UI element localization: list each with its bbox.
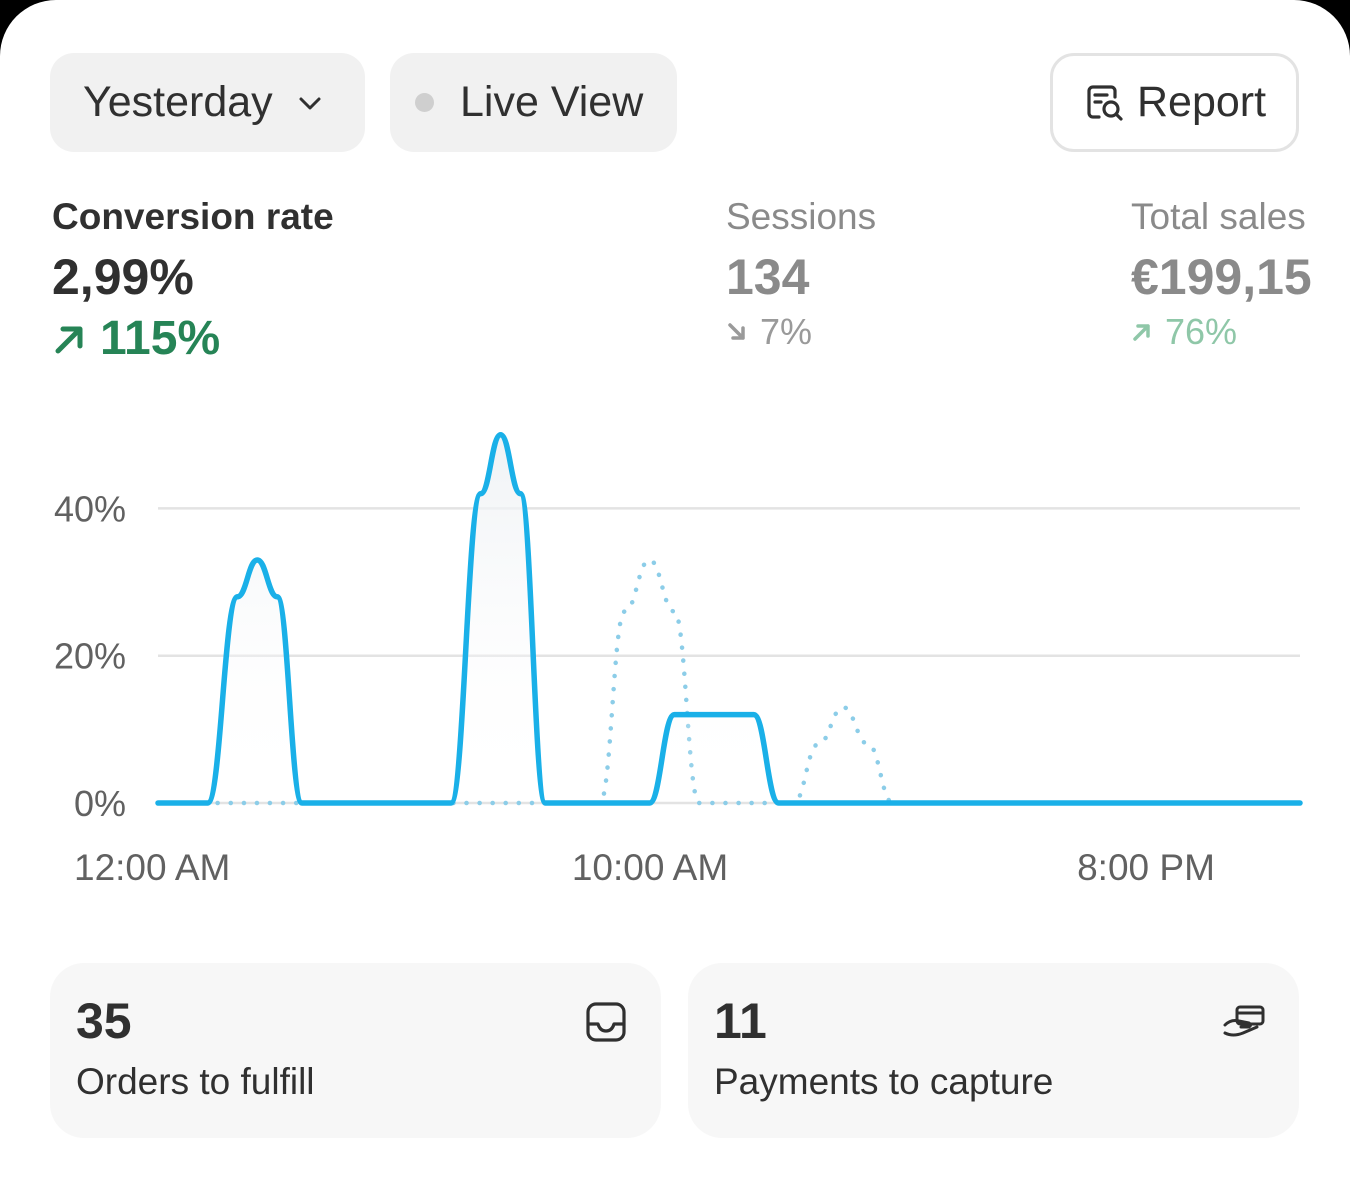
conversion-rate-metric[interactable]: Conversion rate 2,99% 115% [52,195,334,366]
inbox-icon [586,1002,626,1042]
metric-change-value: 76% [1165,311,1238,352]
metric-value: 134 [726,249,810,305]
metric-change: 115% [52,311,334,366]
sessions-metric[interactable]: Sessions 134 7% [726,195,876,353]
conversion-rate-chart: 0% 20% 40% 12:00 AM 10:00 AM 8:00 PM [54,431,1303,888]
live-status-dot-icon [415,93,434,112]
report-label: Report [1137,78,1267,126]
tile-count: 11 [714,993,767,1049]
total-sales-metric[interactable]: Total sales €199,15 76% [1131,195,1312,353]
y-tick-label: 40% [54,488,126,529]
y-tick-label: 20% [54,636,126,677]
orders-to-fulfill-tile[interactable]: 35 Orders to fulfill [50,963,661,1138]
arrow-up-right-icon [55,326,83,353]
metric-change-value: 115% [100,312,221,365]
arrow-down-right-icon [728,323,745,340]
live-view-label: Live View [460,78,644,126]
payments-to-capture-tile[interactable]: 11 Payments to capture [688,963,1299,1138]
x-tick-label: 8:00 PM [1077,847,1215,888]
metric-label: Conversion rate [52,196,334,237]
tile-label: Orders to fulfill [76,1061,315,1102]
y-tick-label: 0% [74,783,126,824]
date-range-dropdown[interactable]: Yesterday [50,53,365,152]
x-tick-label: 12:00 AM [74,847,230,888]
x-tick-label: 10:00 AM [572,847,728,888]
live-view-button[interactable]: Live View [390,53,677,152]
report-button[interactable]: Report [1050,53,1299,152]
report-search-icon [1085,83,1125,123]
metric-label: Total sales [1131,196,1306,237]
comparison-series-line [215,557,896,806]
metric-value: 2,99% [52,249,194,305]
hand-card-icon [1223,1005,1265,1037]
metric-change: 76% [1131,311,1312,353]
chevron-down-icon [295,88,325,118]
date-range-label: Yesterday [83,78,273,126]
metric-change: 7% [726,311,876,353]
arrow-up-right-icon [1133,324,1150,341]
primary-series-line [155,431,1303,806]
metric-label: Sessions [726,196,877,237]
metric-value: €199,15 [1131,249,1312,305]
tile-label: Payments to capture [714,1061,1054,1102]
tile-count: 35 [76,993,132,1049]
primary-series-area [158,434,1300,803]
metric-change-value: 7% [760,311,813,352]
